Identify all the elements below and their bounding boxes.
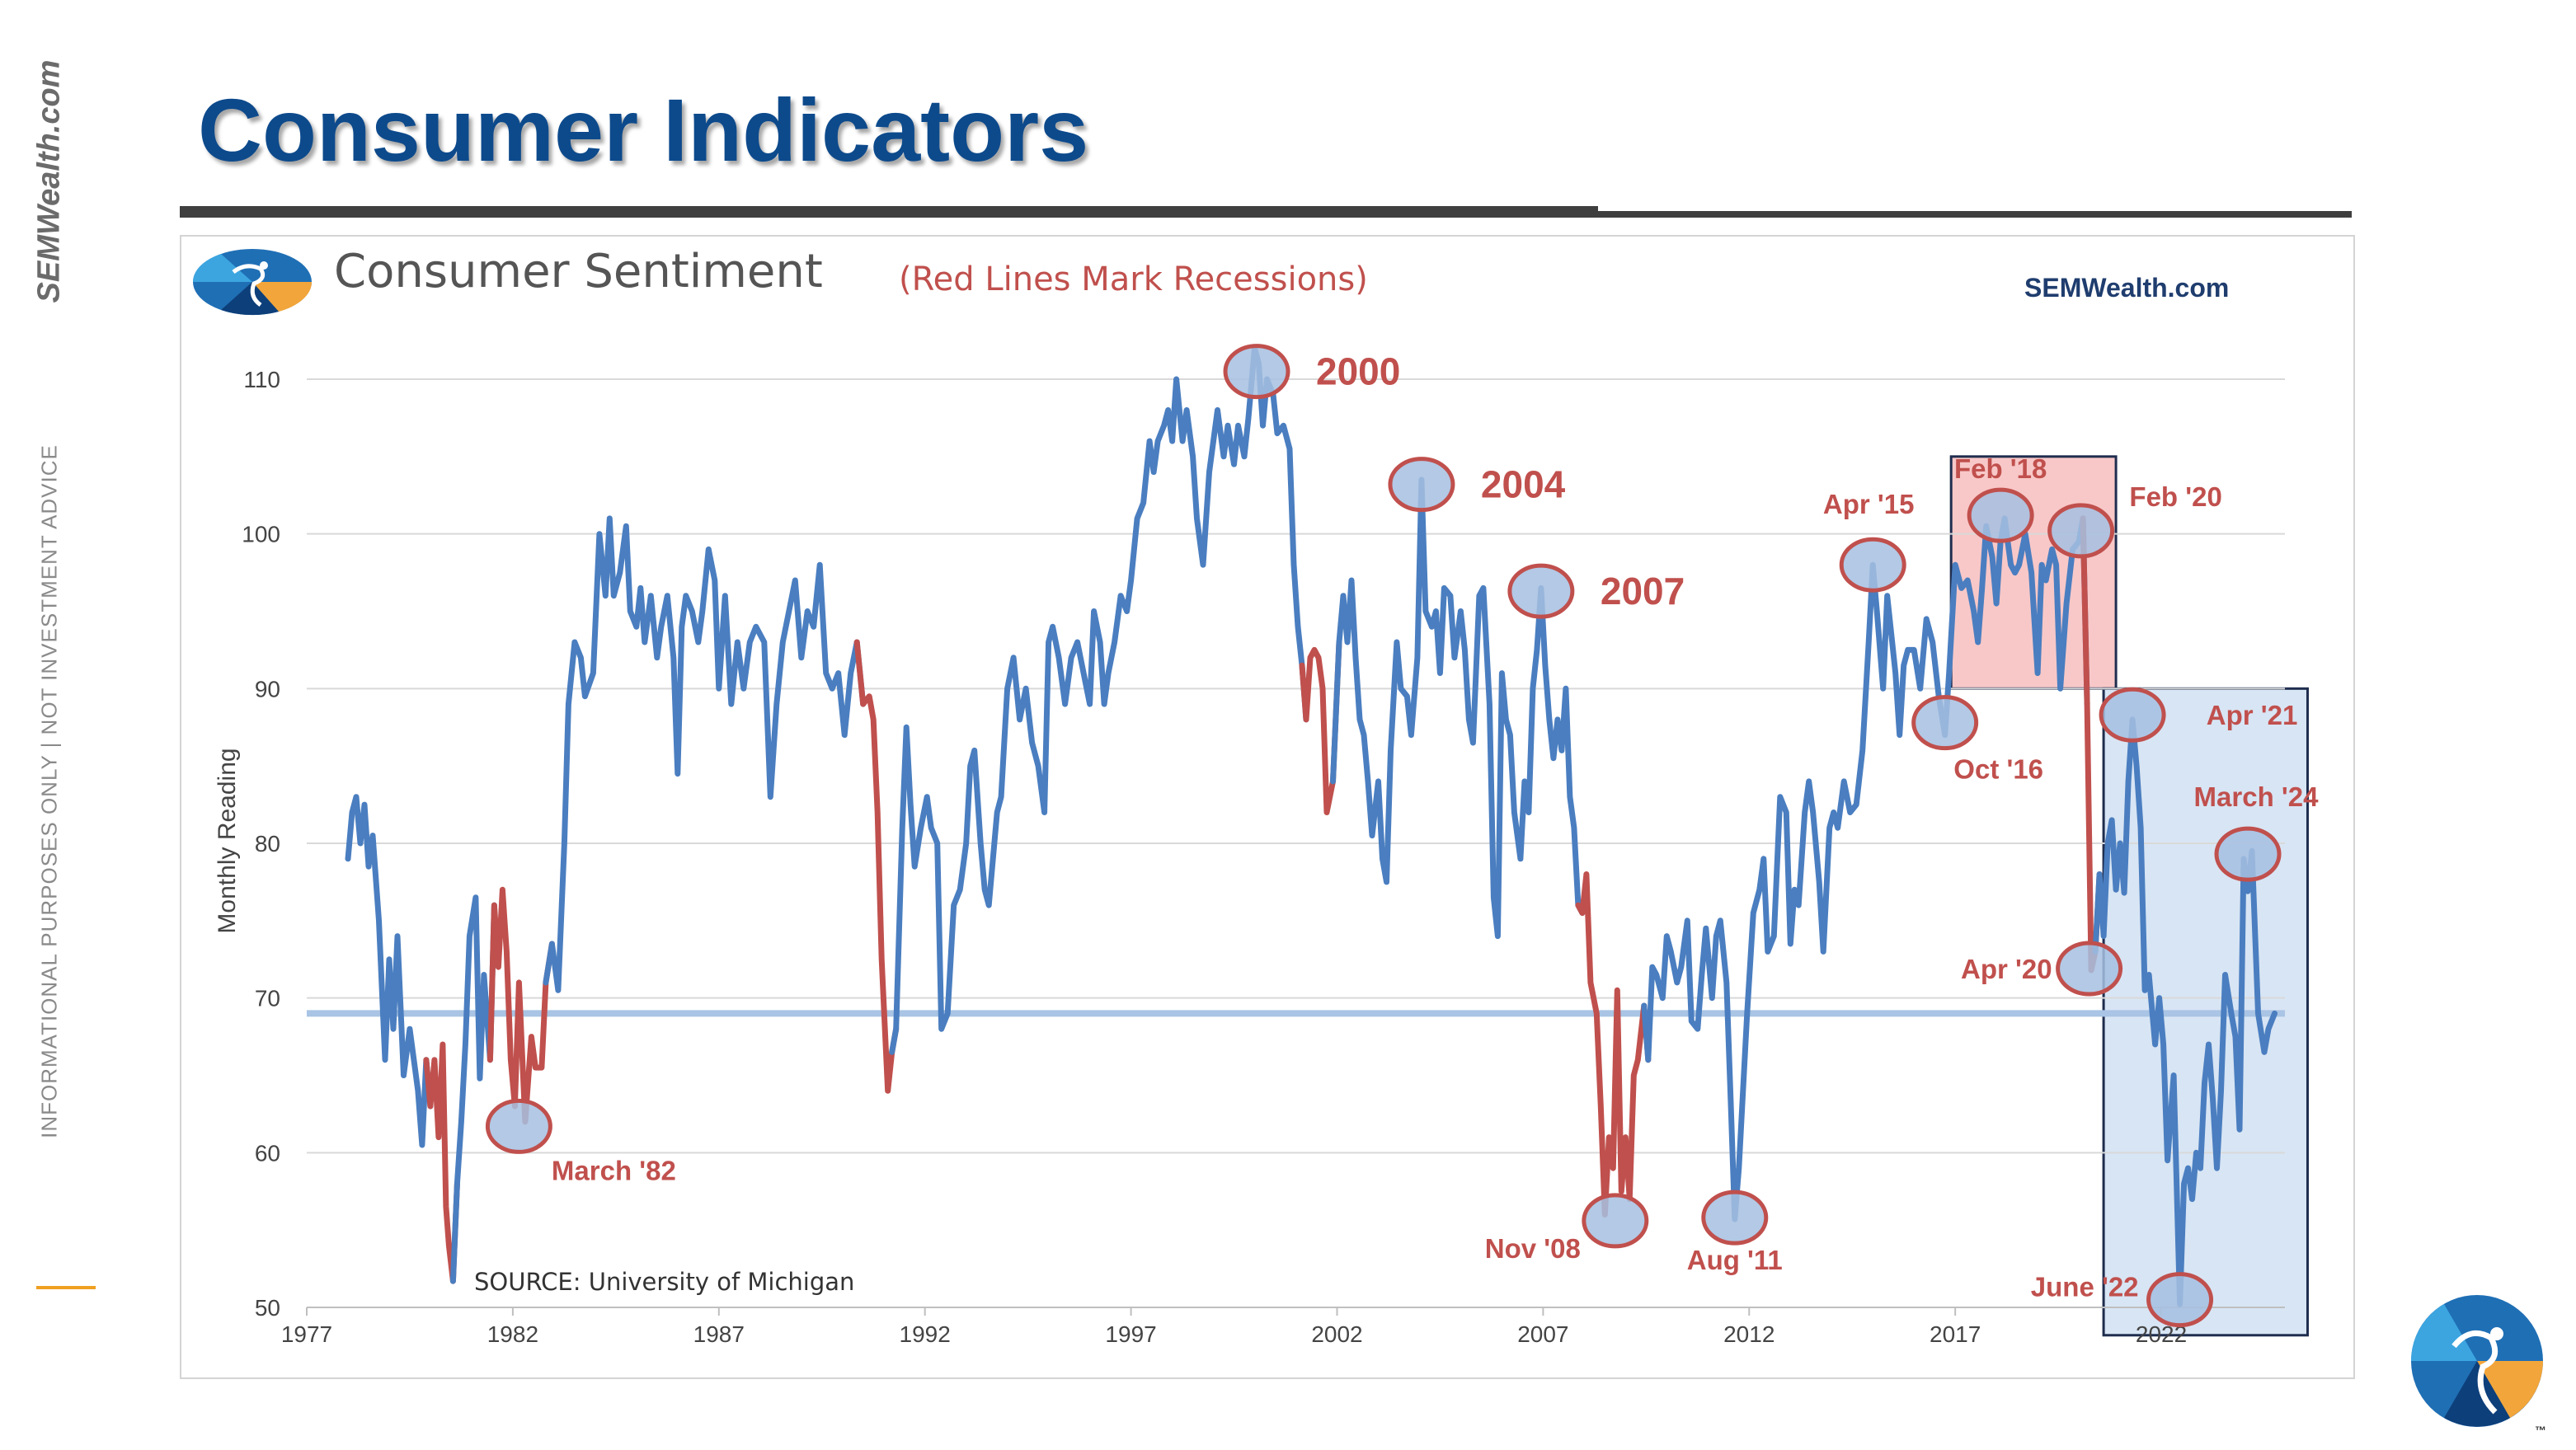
- annotation-marker: [2214, 826, 2282, 882]
- x-tick-label: 1982: [487, 1321, 538, 1347]
- annotation-label: 2004: [1481, 463, 1566, 506]
- chart-title: Consumer Sentiment: [334, 245, 823, 298]
- y-tick-label: 100: [242, 522, 280, 547]
- y-axis-label: Monthly Reading: [214, 748, 241, 933]
- annotation-label: 2000: [1316, 350, 1400, 393]
- sentiment-line: [889, 345, 1309, 1055]
- y-tick-label: 80: [255, 831, 280, 856]
- annotation-marker: [1911, 695, 1979, 751]
- annotation-marker: [2099, 687, 2166, 743]
- x-tick-label: 1997: [1105, 1321, 1156, 1347]
- chart-source: SOURCE: University of Michigan: [474, 1268, 854, 1296]
- sentiment-line: [543, 515, 867, 993]
- page-title: Consumer Indicators: [198, 80, 1089, 180]
- annotation-label: Aug '11: [1687, 1245, 1783, 1275]
- annotation-label: Apr '21: [2207, 700, 2298, 730]
- annotation-marker: [485, 1098, 552, 1154]
- annotation-marker: [1967, 487, 2034, 543]
- sentiment-line-recession: [487, 886, 555, 1125]
- sentiment-line: [345, 794, 434, 1148]
- sentiment-line-recession: [1575, 871, 1652, 1218]
- y-tick-label: 60: [255, 1140, 280, 1166]
- annotation-marker: [2047, 503, 2115, 559]
- annotation-marker: [1701, 1190, 1769, 1246]
- y-tick-label: 50: [255, 1295, 280, 1321]
- sentiment-line: [1330, 476, 1586, 940]
- annotation-label: March '82: [552, 1155, 676, 1185]
- title-rule-tail: [1591, 211, 2352, 218]
- chart-brand: SEMWealth.com: [2024, 273, 2229, 303]
- annotation-marker: [1582, 1193, 1649, 1249]
- y-tick-label: 70: [255, 986, 280, 1011]
- annotation-label: Feb '20: [2129, 481, 2221, 512]
- x-tick-label: 2002: [1311, 1321, 1362, 1347]
- title-rule: [180, 206, 1598, 218]
- annotation-label: June '22: [2031, 1272, 2139, 1302]
- sentiment-line: [1641, 515, 2090, 1222]
- semwealth-logo-small-icon: [192, 249, 313, 316]
- x-tick-label: 2007: [1517, 1321, 1568, 1347]
- annotation-label: Apr '15: [1823, 489, 1915, 519]
- chart-subtitle: (Red Lines Mark Recessions): [899, 260, 1368, 298]
- annotation-marker: [1388, 457, 1455, 513]
- annotation-marker: [1839, 537, 1906, 593]
- sentiment-line-recession: [853, 639, 900, 1094]
- annotation-label: Apr '20: [1961, 954, 2052, 984]
- x-tick-label: 1977: [281, 1321, 332, 1347]
- annotation-marker: [2056, 941, 2123, 997]
- chart-panel: [180, 235, 2355, 1379]
- sentiment-line: [2092, 716, 2278, 1307]
- annotation-marker: [1507, 563, 1575, 619]
- x-tick-label: 1992: [900, 1321, 951, 1347]
- annotation-marker: [1223, 344, 1290, 400]
- x-tick-label: 2012: [1723, 1321, 1775, 1347]
- annotation-label: Nov '08: [1485, 1233, 1581, 1264]
- side-accent-rule: [36, 1286, 96, 1289]
- annotation-marker: [2146, 1272, 2214, 1328]
- annotation-label: 2007: [1601, 570, 1685, 612]
- x-tick-label: 2017: [1930, 1321, 1981, 1347]
- y-tick-label: 90: [255, 676, 280, 702]
- sentiment-line: [449, 894, 497, 1284]
- y-tick-label: 110: [243, 367, 280, 392]
- sentiment-line-recession: [1299, 639, 1342, 815]
- x-tick-label: 1987: [693, 1321, 745, 1347]
- semwealth-logo-large-icon: [2411, 1295, 2543, 1427]
- annotation-label: Feb '18: [1954, 453, 2047, 484]
- trademark-mark: ™: [2535, 1424, 2546, 1437]
- annotation-label: March '24: [2194, 781, 2320, 812]
- annotation-label: Oct '16: [1953, 754, 2043, 785]
